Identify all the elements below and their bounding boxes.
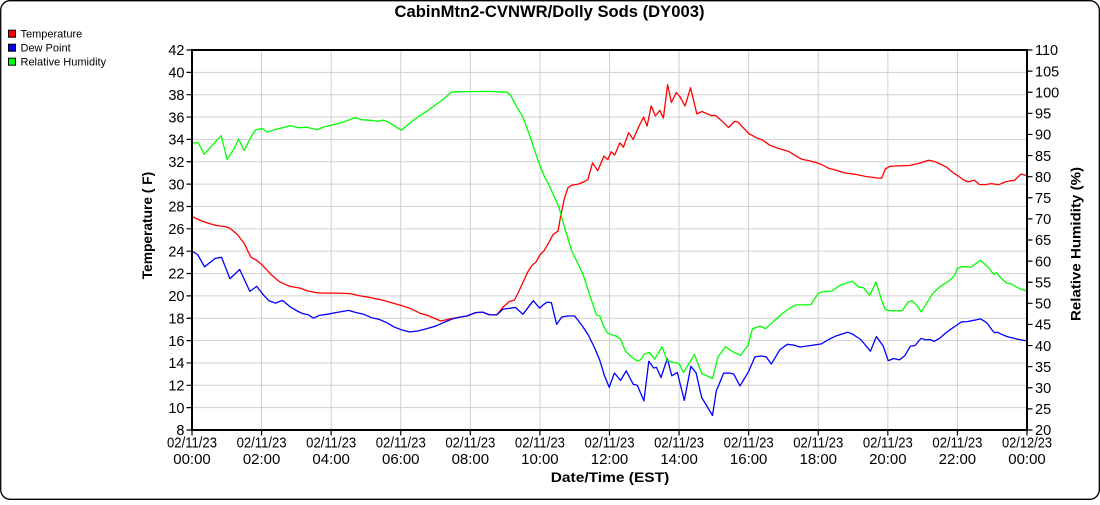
svg-text:105: 105 <box>1035 64 1059 80</box>
svg-text:38: 38 <box>168 88 184 104</box>
svg-text:110: 110 <box>1035 43 1058 59</box>
svg-text:34: 34 <box>168 133 184 149</box>
svg-text:06:00: 06:00 <box>382 452 420 468</box>
svg-text:70: 70 <box>1035 212 1051 228</box>
svg-text:02/11/23: 02/11/23 <box>863 436 913 452</box>
svg-text:16: 16 <box>168 334 184 350</box>
svg-text:02/11/23: 02/11/23 <box>585 436 635 452</box>
svg-text:02/11/23: 02/11/23 <box>654 436 704 452</box>
svg-text:22: 22 <box>168 267 184 283</box>
svg-text:42: 42 <box>168 43 184 59</box>
svg-text:02/12/23: 02/12/23 <box>1002 436 1052 452</box>
svg-text:90: 90 <box>1035 128 1051 144</box>
svg-text:55: 55 <box>1035 275 1051 291</box>
svg-text:100: 100 <box>1035 85 1059 101</box>
svg-text:75: 75 <box>1035 191 1051 207</box>
svg-text:24: 24 <box>168 244 184 260</box>
svg-text:Date/Time (EST): Date/Time (EST) <box>551 469 670 485</box>
svg-text:22:00: 22:00 <box>939 452 977 468</box>
svg-text:02/11/23: 02/11/23 <box>237 436 287 452</box>
svg-text:16:00: 16:00 <box>730 452 768 468</box>
svg-text:85: 85 <box>1035 149 1051 165</box>
svg-text:45: 45 <box>1035 318 1051 334</box>
svg-text:Relative Humidity: Relative Humidity <box>21 56 107 68</box>
svg-text:02/11/23: 02/11/23 <box>445 436 495 452</box>
svg-text:Temperature ( F): Temperature ( F) <box>140 172 155 279</box>
svg-text:20: 20 <box>1035 423 1051 439</box>
svg-text:10: 10 <box>168 401 184 417</box>
svg-text:02/11/23: 02/11/23 <box>306 436 356 452</box>
svg-text:25: 25 <box>1035 402 1051 418</box>
svg-text:Temperature: Temperature <box>21 28 83 40</box>
svg-text:40: 40 <box>1035 339 1051 355</box>
svg-text:50: 50 <box>1035 297 1051 313</box>
svg-text:20: 20 <box>168 289 184 305</box>
svg-text:28: 28 <box>168 200 184 216</box>
svg-text:02/11/23: 02/11/23 <box>376 436 426 452</box>
svg-text:95: 95 <box>1035 107 1051 123</box>
svg-text:18:00: 18:00 <box>800 452 838 468</box>
svg-text:Relative Humidity (%): Relative Humidity (%) <box>1069 167 1084 321</box>
svg-text:20:00: 20:00 <box>869 452 907 468</box>
svg-text:36: 36 <box>168 110 184 126</box>
svg-text:02/11/23: 02/11/23 <box>793 436 843 452</box>
svg-text:CabinMtn2-CVNWR/Dolly Sods (DY: CabinMtn2-CVNWR/Dolly Sods (DY003) <box>395 3 705 21</box>
svg-text:60: 60 <box>1035 254 1051 270</box>
svg-text:02/11/23: 02/11/23 <box>724 436 774 452</box>
svg-text:40: 40 <box>168 66 184 82</box>
svg-text:00:00: 00:00 <box>173 452 211 468</box>
svg-text:30: 30 <box>1035 381 1051 397</box>
svg-text:26: 26 <box>168 222 184 238</box>
svg-text:Dew Point: Dew Point <box>21 42 71 54</box>
svg-text:10:00: 10:00 <box>521 452 559 468</box>
svg-text:65: 65 <box>1035 233 1051 249</box>
svg-text:32: 32 <box>168 155 184 171</box>
svg-text:08:00: 08:00 <box>452 452 490 468</box>
svg-text:14:00: 14:00 <box>660 452 698 468</box>
svg-text:8: 8 <box>176 423 184 439</box>
svg-text:18: 18 <box>168 311 184 327</box>
svg-text:02/11/23: 02/11/23 <box>932 436 982 452</box>
svg-text:02:00: 02:00 <box>243 452 281 468</box>
svg-text:02/11/23: 02/11/23 <box>515 436 565 452</box>
svg-text:04:00: 04:00 <box>312 452 350 468</box>
svg-text:30: 30 <box>168 177 184 193</box>
svg-text:80: 80 <box>1035 170 1051 186</box>
svg-text:12: 12 <box>168 379 184 395</box>
svg-text:14: 14 <box>168 356 184 372</box>
svg-text:00:00: 00:00 <box>1008 452 1046 468</box>
svg-text:12:00: 12:00 <box>591 452 629 468</box>
svg-text:02/11/23: 02/11/23 <box>167 436 217 452</box>
svg-text:35: 35 <box>1035 360 1051 376</box>
